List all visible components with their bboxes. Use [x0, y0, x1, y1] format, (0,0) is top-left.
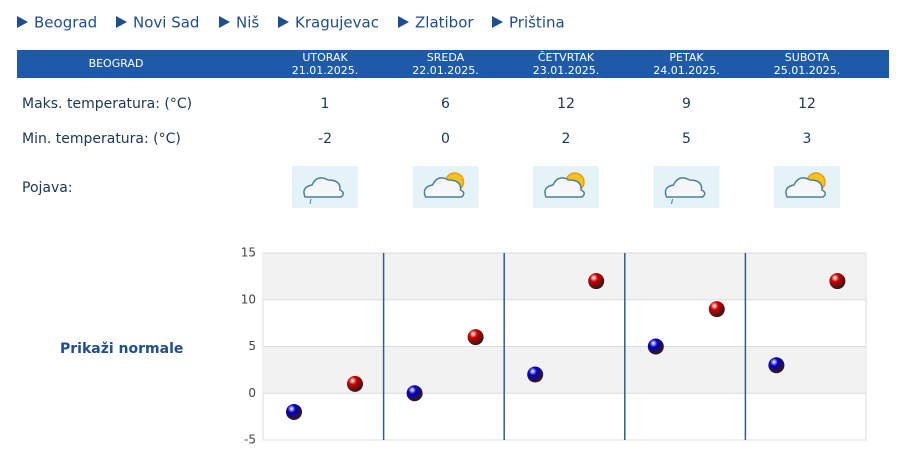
nav-arrow — [278, 16, 289, 28]
cell-value: 3 — [803, 131, 812, 147]
y-tick-label: -5 — [244, 433, 256, 447]
nav-link[interactable]: Kragujevac — [295, 14, 379, 32]
y-tick-label: 5 — [248, 339, 256, 353]
day-name: ČETVRTAK — [538, 51, 595, 64]
cell-value: 5 — [682, 131, 691, 147]
point — [768, 357, 785, 374]
table-header-bar — [17, 50, 889, 78]
cell-value: 12 — [798, 96, 816, 112]
point — [467, 329, 484, 346]
point — [647, 338, 664, 355]
cell-value: 9 — [682, 96, 691, 112]
day-date: 21.01.2025. — [292, 64, 358, 77]
point — [708, 301, 725, 318]
nav-arrow — [219, 16, 230, 28]
point — [527, 366, 544, 383]
drop — [309, 198, 312, 205]
cell-value: 1 — [321, 96, 330, 112]
normals-link[interactable]: Prikaži normale — [60, 341, 183, 357]
point — [286, 403, 302, 420]
nav-link[interactable]: Beograd — [34, 14, 97, 32]
row-label: Maks. temperatura: (°C) — [22, 96, 192, 112]
cell-value: 6 — [441, 96, 450, 112]
point — [406, 385, 423, 402]
cell-value: 0 — [441, 131, 450, 147]
nav-link[interactable]: Priština — [509, 14, 565, 32]
cell-value: -2 — [318, 131, 332, 147]
nav-link[interactable]: Niš — [236, 14, 259, 32]
nav-arrow — [398, 16, 409, 28]
nav-arrow — [17, 16, 28, 28]
point — [347, 375, 363, 392]
point — [829, 273, 846, 290]
nav-arrow — [492, 16, 503, 28]
cloud — [423, 177, 465, 198]
day-name: UTORAK — [302, 51, 348, 64]
day-name: SUBOTA — [785, 51, 830, 64]
nav-link[interactable]: Zlatibor — [415, 14, 474, 32]
band — [263, 253, 866, 300]
nav-link[interactable]: Novi Sad — [133, 14, 199, 32]
day-date: 24.01.2025. — [653, 64, 719, 77]
nav-arrow — [116, 16, 127, 28]
y-tick-label: 0 — [248, 386, 256, 400]
cell-value: 12 — [557, 96, 575, 112]
cloud — [664, 177, 706, 198]
band — [263, 346, 866, 394]
point — [588, 273, 605, 290]
cloud — [544, 177, 585, 198]
cloud — [303, 177, 344, 198]
row-label: Pojava: — [22, 180, 73, 196]
y-tick-label: 10 — [241, 292, 256, 306]
day-name: SREDA — [427, 51, 465, 64]
drop — [671, 198, 673, 205]
cloud — [785, 177, 826, 198]
y-tick-label: 15 — [241, 246, 256, 260]
table-title: BEOGRAD — [89, 57, 144, 70]
day-date: 25.01.2025. — [774, 64, 840, 77]
day-name: PETAK — [669, 51, 704, 64]
weather-icons — [292, 166, 840, 208]
row-label: Min. temperatura: (°C) — [22, 131, 181, 147]
day-date: 23.01.2025. — [533, 64, 599, 77]
cell-value: 2 — [562, 131, 571, 147]
day-date: 22.01.2025. — [412, 64, 478, 77]
